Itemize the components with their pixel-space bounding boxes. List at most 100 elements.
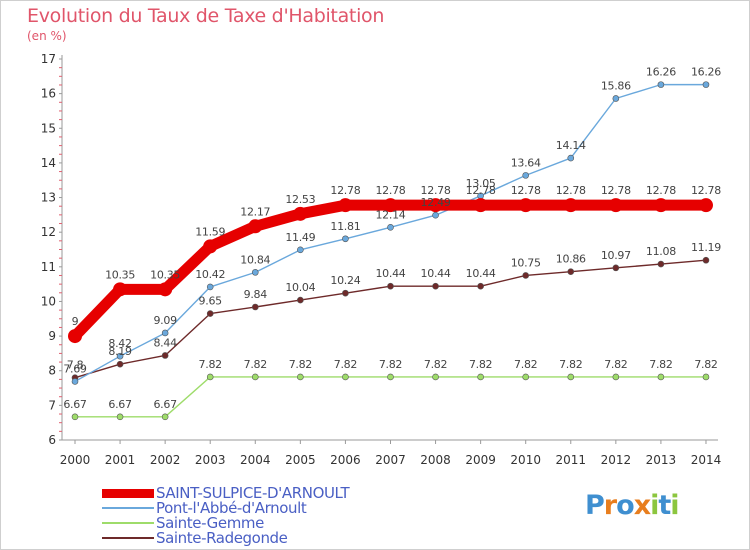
data-point [206,373,214,381]
y-tick-label: 6 [48,433,56,447]
data-point [612,95,620,102]
data-label: 7.69 [63,362,87,375]
logo-letter: i [670,490,679,521]
data-label: 10.84 [240,253,270,266]
logo-letter: o [616,490,635,521]
data-label: 6.67 [63,398,87,411]
data-label: 13.05 [466,177,496,190]
x-tick-label: 2006 [330,453,361,467]
data-label: 10.44 [375,267,405,280]
y-tick-label: 17 [41,52,56,66]
data-point [161,329,169,337]
data-label: 12.78 [375,184,405,197]
data-label: 6.67 [153,398,177,411]
x-tick-label: 2005 [285,453,316,467]
data-label: 7.82 [244,358,267,371]
data-point [251,303,259,311]
data-point [342,289,349,297]
x-tick-label: 2011 [555,453,586,467]
y-tick-label: 8 [48,364,56,378]
legend-label: Sainte-Radegonde [156,529,288,547]
x-tick-label: 2002 [150,453,181,467]
data-label: 11.19 [691,241,721,254]
data-label: 7.82 [289,358,312,371]
data-point [297,246,304,254]
data-point [473,198,488,213]
data-point [338,198,353,213]
data-point [657,260,665,268]
legend-label: SAINT-SULPICE-D'ARNOULT [156,484,350,502]
data-label: 12.78 [466,184,496,197]
data-labels-layer: 9 10.35 10.35 11.59 12.17 12.53 12.78 12.78 12.7… [63,66,721,411]
data-point [702,373,710,381]
data-point [432,282,439,290]
data-point [251,373,259,381]
logo-letter: x [633,490,651,521]
data-label: 7.82 [649,358,672,371]
data-point [702,81,710,88]
x-tick-label: 2003 [195,453,226,467]
data-label: 7.8 [67,359,84,372]
data-point [657,373,665,381]
data-label: 7.82 [379,358,402,371]
chart-title: Evolution du Taux de Taxe d'Habitation [27,5,385,27]
y-tick-label: 11 [41,260,56,274]
data-point [477,373,484,381]
data-point [653,198,668,213]
data-point [428,198,443,213]
data-point [116,413,124,421]
data-label: 8.19 [108,345,132,358]
x-tick-label: 2009 [465,453,496,467]
y-tick-label: 13 [41,191,56,205]
data-label: 8.44 [153,336,177,349]
data-point [206,283,214,291]
data-label: 7.82 [334,358,357,371]
x-tick-label: 2000 [60,453,91,467]
data-point [297,296,304,304]
x-tick-label: 2004 [240,453,271,467]
data-label: 7.82 [199,358,222,371]
data-point [387,282,394,290]
y-tick-label: 16 [41,87,56,101]
data-point [522,373,530,381]
data-point [477,282,484,290]
data-point [702,256,710,264]
data-point [567,154,575,162]
data-label: 7.82 [559,358,582,371]
data-label: 12.78 [646,184,676,197]
data-label: 9.84 [244,288,268,301]
data-label: 12.53 [285,193,315,206]
data-point [158,282,173,297]
data-label: 6.67 [108,398,132,411]
data-point [68,329,82,344]
data-label: 11.81 [330,220,360,233]
legend-label: Sainte-Gemme [156,514,264,532]
y-tick-label: 15 [41,121,56,135]
data-label: 11.08 [646,245,676,258]
data-point [387,373,394,381]
data-point [698,198,713,213]
data-label: 11.49 [285,231,315,244]
logo-letter: r [603,490,617,521]
data-label: 10.42 [195,268,225,281]
data-point [248,219,263,234]
x-tick-label: 2008 [420,453,451,467]
y-tick-label: 14 [41,156,56,170]
x-tick-label: 2010 [510,453,541,467]
data-point [251,269,259,276]
x-tick-label: 2007 [375,453,406,467]
legend-item-sainte-gemme: Sainte-Gemme [102,515,362,531]
data-point [113,282,128,297]
legend-item-pont-l-abbe: Pont-l'Abbé-d'Arnoult [102,500,362,516]
data-label: 10.97 [601,249,631,262]
data-label: 10.04 [285,281,315,294]
data-label: 12.17 [240,205,270,218]
data-label: 10.86 [556,253,586,266]
data-point [342,373,349,381]
data-point [608,198,623,213]
y-tick-label: 12 [41,225,56,239]
data-point [657,81,665,88]
legend-item-saint-sulpice: SAINT-SULPICE-D'ARNOULT [102,485,362,501]
data-point [293,206,308,221]
